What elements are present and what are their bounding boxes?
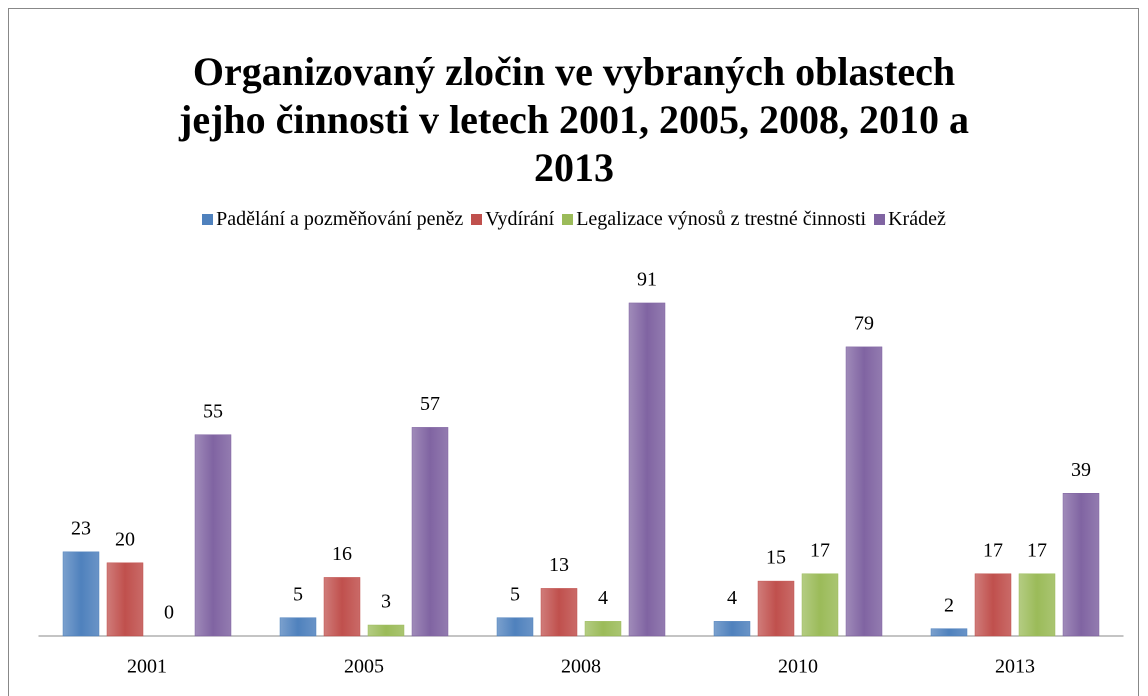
chart-border [8,8,1139,696]
bar [713,621,751,637]
bar [496,617,534,637]
bar [974,573,1012,637]
data-label: 4 [598,587,608,609]
title-box: Organizovaný zločin ve vybraných oblaste… [0,48,1148,192]
bar [845,346,883,637]
legend-label: Krádež [888,208,946,230]
bar [323,577,361,637]
bar [757,580,795,637]
legend-swatch [874,214,886,225]
legend-swatch [202,214,214,225]
x-tick-label: 2008 [561,656,601,678]
bar [106,562,144,637]
bar [1018,573,1056,637]
legend-label: Padělání a pozměňování peněz [216,208,464,230]
bar [62,551,100,637]
legend-item: Vydírání [471,208,554,231]
x-tick-label: 2001 [127,656,167,678]
bar [801,573,839,637]
data-label: 23 [71,517,91,539]
bar [1062,493,1100,637]
bar [930,628,968,637]
data-label: 5 [293,583,303,605]
bar [194,434,232,637]
legend-swatch [562,214,574,225]
data-label: 3 [381,591,391,613]
legend-item: Krádež [874,208,946,231]
legend-swatch [471,214,483,225]
legend-label: Vydírání [485,208,555,230]
chart-title: Organizovaný zločin ve vybraných oblaste… [179,49,969,190]
data-label: 79 [854,312,874,334]
data-label: 0 [164,602,174,624]
data-label: 39 [1071,459,1091,481]
data-label: 13 [549,554,569,576]
legend-item: Legalizace výnosů z trestné činnosti [562,208,866,231]
bar [367,624,405,637]
data-label: 17 [810,539,830,561]
data-label: 20 [115,528,135,550]
data-label: 91 [637,269,657,291]
data-label: 2 [944,594,954,616]
legend: Padělání a pozměňování peněz Vydírání Lega… [0,208,1148,231]
bar [279,617,317,637]
data-label: 17 [983,539,1003,561]
bar [540,588,578,637]
bar [584,621,622,637]
data-label: 55 [203,400,223,422]
bar [628,302,666,637]
x-tick-label: 2010 [778,656,818,678]
data-label: 5 [510,583,520,605]
data-label: 17 [1027,539,1047,561]
data-label: 16 [332,543,352,565]
legend-label: Legalizace výnosů z trestné činnosti [576,208,867,230]
x-tick-label: 2013 [995,656,1035,678]
bar [411,427,449,637]
data-label: 4 [727,587,737,609]
legend-item: Padělání a pozměňování peněz [202,208,463,231]
x-tick-label: 2005 [344,656,384,678]
data-label: 57 [420,393,440,415]
data-label: 15 [766,547,786,569]
